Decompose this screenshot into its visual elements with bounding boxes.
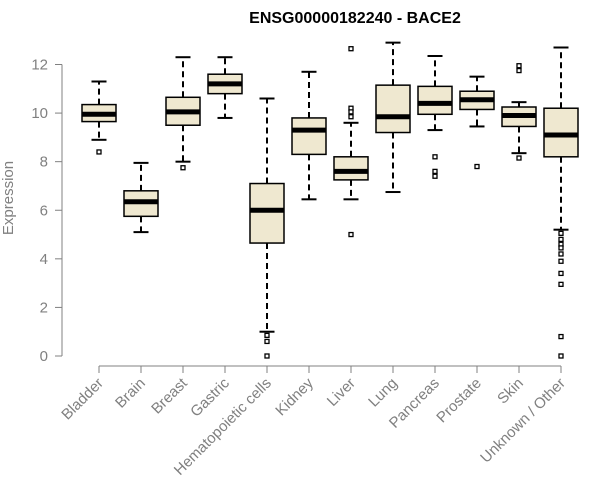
box-group — [501, 63, 537, 161]
x-tick-label: Prostate — [433, 375, 485, 427]
y-tick-label: 10 — [31, 105, 48, 122]
box-group — [459, 75, 495, 170]
outlier-point — [264, 338, 270, 345]
outlier-point — [558, 230, 564, 236]
box-group — [291, 70, 327, 201]
box-iqr — [333, 156, 369, 181]
outlier-point — [558, 258, 564, 264]
x-tick-label: Brain — [112, 375, 149, 412]
x-tick-label: Skin — [494, 375, 527, 408]
outlier-point — [558, 333, 564, 340]
chart-title: ENSG00000182240 - BACE2 — [249, 10, 461, 27]
x-tick-label: Kidney — [272, 374, 317, 419]
box-group — [123, 161, 159, 234]
outlier-point — [432, 168, 438, 175]
box-group — [165, 56, 201, 171]
outlier-point — [558, 245, 564, 251]
outlier-point — [558, 353, 564, 359]
y-tick-label: 2 — [40, 299, 48, 316]
outlier-point — [516, 67, 522, 74]
y-tick-label: 4 — [40, 251, 48, 268]
box-iqr — [249, 182, 285, 244]
outlier-point — [348, 231, 354, 238]
x-tick-label: Breast — [148, 374, 191, 417]
box-group — [81, 80, 117, 155]
outlier-point — [558, 236, 564, 243]
y-axis-label: Expression — [0, 161, 17, 235]
outlier-point — [558, 281, 564, 287]
outlier-point — [432, 173, 438, 179]
outlier-point — [264, 353, 270, 359]
x-tick-label: Lung — [365, 375, 401, 411]
box-group — [543, 46, 579, 359]
outlier-point — [432, 154, 438, 160]
box-group — [207, 56, 243, 119]
x-tick-label: Liver — [324, 375, 359, 410]
box-group — [333, 46, 369, 238]
outlier-point — [516, 63, 522, 69]
outlier-point — [348, 46, 354, 52]
outlier-point — [264, 332, 270, 339]
box-group — [375, 41, 411, 194]
y-tick-label: 6 — [40, 202, 48, 219]
outlier-point — [96, 149, 102, 155]
outlier-point — [516, 155, 522, 161]
y-tick-label: 12 — [31, 57, 48, 74]
box-iqr — [291, 117, 327, 156]
box-group — [249, 97, 285, 359]
y-axis: 0 2 4 6 8 10 12 — [31, 57, 63, 365]
box-group — [417, 54, 453, 179]
box-iqr — [375, 84, 411, 134]
box-iqr — [417, 85, 453, 116]
outlier-point — [474, 163, 480, 170]
outlier-point — [558, 270, 564, 277]
outlier-point — [558, 251, 564, 257]
y-tick-label: 0 — [40, 348, 48, 365]
outlier-point — [348, 114, 354, 120]
x-tick-label: Bladder — [58, 375, 107, 424]
y-tick-label: 8 — [40, 154, 48, 171]
outlier-point — [180, 165, 186, 171]
box-series — [81, 41, 579, 359]
outlier-point — [348, 109, 354, 115]
